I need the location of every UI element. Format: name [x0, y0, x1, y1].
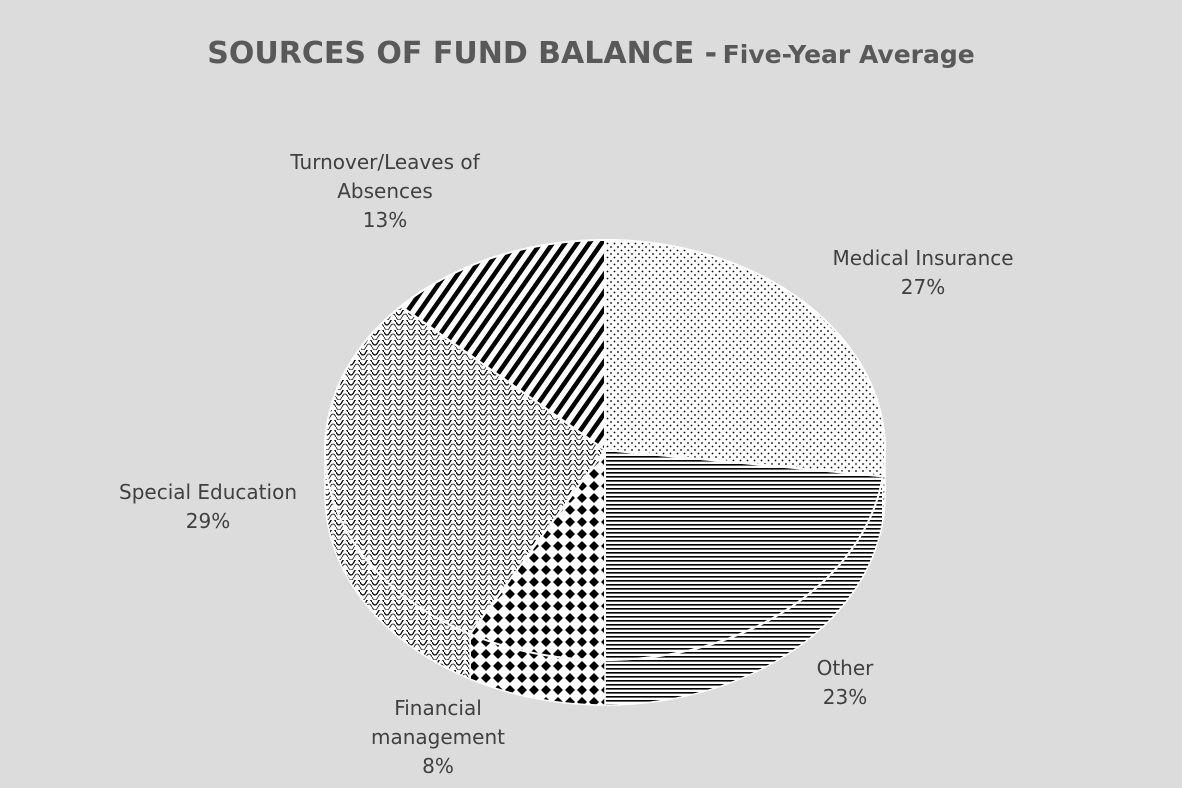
category-label: Other: [816, 656, 874, 680]
data-label: Other 23%: [785, 654, 905, 712]
data-label: Financial management 8%: [363, 694, 513, 781]
pie-slice: [323, 304, 607, 636]
chart-title: SOURCES OF FUND BALANCE -: [207, 36, 718, 71]
value-label: 27%: [900, 275, 946, 299]
value-label: 8%: [422, 754, 454, 778]
pie-slice: [604, 448, 884, 662]
value-label: 13%: [362, 208, 408, 232]
data-label: Special Education 29%: [88, 478, 328, 536]
category-label: Turnover/Leaves of Absences: [290, 150, 480, 203]
value-label: 23%: [822, 685, 868, 709]
chart-subtitle: Five-Year Average: [722, 40, 975, 69]
value-label: 29%: [185, 509, 231, 533]
chart-title-line: SOURCES OF FUND BALANCE - Five-Year Aver…: [0, 36, 1182, 71]
data-label: Medical Insurance 27%: [793, 244, 1053, 302]
category-label: Special Education: [119, 480, 297, 504]
pie-slice: [468, 446, 606, 662]
pie-slice: [604, 238, 886, 478]
data-label: Turnover/Leaves of Absences 13%: [265, 148, 505, 235]
category-label: Financial management: [371, 696, 505, 749]
category-label: Medical Insurance: [832, 246, 1014, 270]
pie-slice: [399, 238, 606, 452]
